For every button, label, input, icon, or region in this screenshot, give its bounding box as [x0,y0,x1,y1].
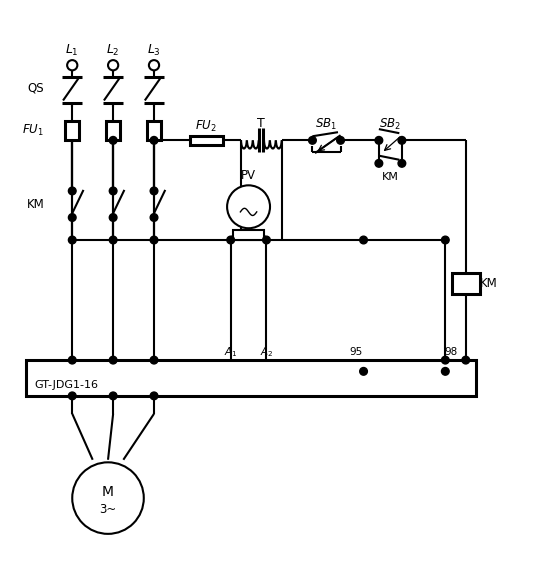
Circle shape [68,214,76,221]
Circle shape [109,137,117,144]
Circle shape [109,187,117,195]
Text: $L_3$: $L_3$ [147,43,161,58]
Circle shape [375,160,383,167]
Text: $L_1$: $L_1$ [66,43,79,58]
Circle shape [150,214,158,221]
Circle shape [150,236,158,244]
Circle shape [375,137,383,144]
Circle shape [227,236,235,244]
Circle shape [72,462,144,534]
Circle shape [109,214,117,221]
Circle shape [360,236,367,244]
Text: $FU_1$: $FU_1$ [22,124,44,138]
Text: 3~: 3~ [100,503,117,516]
Circle shape [109,356,117,364]
Text: T: T [258,117,265,130]
Circle shape [360,368,367,375]
Text: $SB_1$: $SB_1$ [315,117,337,132]
Text: M: M [102,485,114,499]
Circle shape [68,392,76,400]
Text: $L_2$: $L_2$ [107,43,120,58]
Circle shape [227,185,270,228]
Circle shape [398,137,406,144]
Circle shape [150,356,158,364]
Text: KM: KM [26,198,44,210]
Text: 95: 95 [349,347,363,358]
Text: PV: PV [241,169,256,181]
Circle shape [68,356,76,364]
Bar [233,230,264,240]
Text: KM: KM [382,172,399,182]
Text: $A_2$: $A_2$ [260,345,273,359]
Circle shape [108,60,118,70]
Circle shape [150,187,158,195]
Text: S: S [401,385,408,395]
Circle shape [309,137,316,144]
Bar [65,121,80,140]
Circle shape [68,187,76,195]
Text: GT-JDG1-16: GT-JDG1-16 [34,380,98,390]
Circle shape [398,160,406,167]
Text: 98: 98 [445,347,458,358]
Circle shape [109,392,117,400]
Text: $SB_2$: $SB_2$ [379,117,401,132]
Circle shape [263,236,270,244]
Text: $A_1$: $A_1$ [224,345,237,359]
Bar [26,360,476,396]
Circle shape [442,236,449,244]
Circle shape [109,236,117,244]
Circle shape [149,60,159,70]
Circle shape [68,236,76,244]
Bar [147,121,161,140]
Circle shape [150,392,158,400]
Text: $FU_2$: $FU_2$ [195,118,217,134]
Text: V: V [244,197,253,210]
Circle shape [462,356,470,364]
Circle shape [150,137,158,144]
Bar [452,273,480,293]
Text: KM: KM [480,277,498,290]
Text: QS: QS [27,81,44,94]
Circle shape [67,60,77,70]
Circle shape [442,368,449,375]
Bar [106,121,121,140]
Circle shape [337,137,344,144]
Circle shape [442,356,449,364]
Bar [190,136,223,145]
